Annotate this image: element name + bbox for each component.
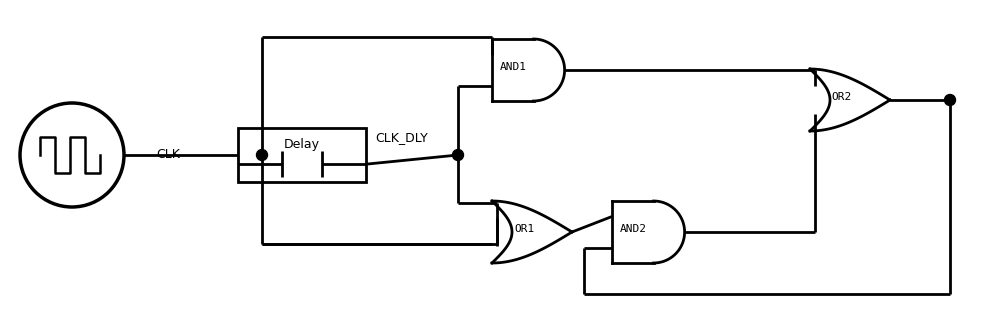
Text: OR2: OR2 [832,92,852,102]
Bar [238,128,366,182]
Text: AND1: AND1 [499,62,526,72]
Circle shape [944,95,956,105]
Text: AND2: AND2 [619,224,646,234]
Text: OR1: OR1 [514,224,534,234]
Circle shape [453,150,464,160]
Text: CLK_DLY: CLK_DLY [375,131,428,144]
Text: Delay: Delay [284,138,320,151]
Circle shape [257,150,268,160]
Text: CLK: CLK [156,149,180,162]
